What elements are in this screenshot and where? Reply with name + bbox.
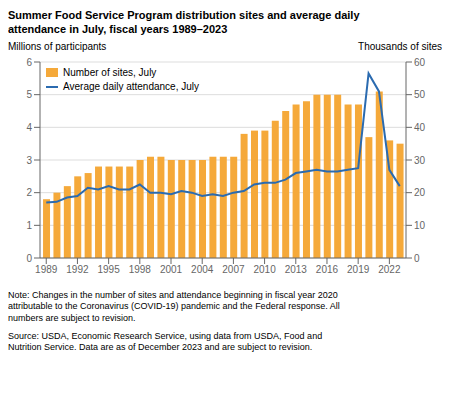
svg-text:1998: 1998 — [129, 264, 152, 275]
html-text:Summer Food Service Program di: Summer Food Service Program distribution… — [8, 9, 360, 21]
html-text:attendance in July, fiscal yea: attendance in July, fiscal years 1989–20… — [8, 23, 228, 36]
svg-text:1992: 1992 — [66, 264, 89, 275]
html-text:Millions of participants: Millions of participants — [8, 40, 107, 52]
html-text:Average daily attendance, July: Average daily attendance, July — [63, 80, 199, 92]
svg-text:2001: 2001 — [160, 264, 183, 275]
svg-text:2: 2 — [26, 187, 32, 198]
svg-text:2010: 2010 — [253, 264, 276, 275]
svg-text:0: 0 — [26, 252, 32, 263]
svg-text:2016: 2016 — [316, 264, 339, 275]
svg-text:1: 1 — [26, 219, 32, 230]
svg-text:20: 20 — [414, 187, 426, 198]
html-text:attributable to the Coronaviru: attributable to the Coronavirus (COVID-1… — [8, 301, 340, 312]
svg-text:2007: 2007 — [222, 264, 245, 275]
html-text:Nutrition Service. Data are as: Nutrition Service. Data are as of Decemb… — [8, 342, 313, 353]
svg-text:1989: 1989 — [35, 264, 58, 275]
html-text:Source: USDA, Economic Researc: Source: USDA, Economic Research Service,… — [8, 330, 323, 341]
svg-text:2004: 2004 — [191, 264, 214, 275]
html-text:Note: Changes in the number of: Note: Changes in the number of sites and… — [8, 289, 338, 300]
svg-text:2022: 2022 — [378, 264, 401, 275]
html-text:Thousands of sites: Thousands of sites — [358, 40, 442, 52]
svg-text:60: 60 — [414, 56, 426, 67]
svg-text:3: 3 — [26, 154, 32, 165]
svg-text:2019: 2019 — [347, 264, 370, 275]
html-text:Number of sites, July: Number of sites, July — [63, 66, 157, 78]
html-text:numbers are subject to revisio: numbers are subject to revision. — [8, 313, 136, 323]
svg-text:10: 10 — [414, 219, 426, 230]
svg-text:5: 5 — [26, 89, 32, 100]
svg-text:50: 50 — [414, 89, 426, 100]
svg-text:40: 40 — [414, 121, 426, 132]
svg-text:2013: 2013 — [285, 264, 308, 275]
svg-text:0: 0 — [414, 252, 420, 263]
svg-text:4: 4 — [26, 121, 32, 132]
svg-text:1995: 1995 — [98, 264, 121, 275]
svg-text:6: 6 — [26, 56, 32, 67]
svg-text:30: 30 — [414, 154, 426, 165]
